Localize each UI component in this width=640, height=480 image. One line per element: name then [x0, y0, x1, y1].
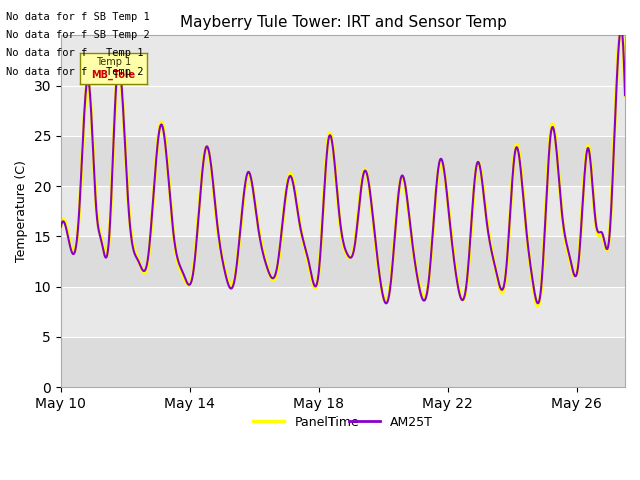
Line: PanelT: PanelT: [61, 26, 625, 306]
Line: AM25T: AM25T: [61, 28, 625, 303]
Bar: [61, 186, 625, 236]
PanelT: [467, 233, 474, 239]
AM25T: [382, 300, 390, 306]
PanelT: [534, 303, 541, 309]
PanelT: [617, 24, 625, 29]
Title: Mayberry Tule Tower: IRT and Sensor Temp: Mayberry Tule Tower: IRT and Sensor Temp: [179, 15, 506, 30]
AM25T: [57, 224, 65, 229]
AM25T: [576, 246, 584, 252]
X-axis label: Time: Time: [328, 416, 358, 429]
Text: Temp 1: Temp 1: [96, 57, 131, 67]
Text: MB_Tole: MB_Tole: [92, 70, 136, 80]
PanelT: [325, 132, 333, 138]
AM25T: [298, 234, 306, 240]
Bar: [61, 136, 625, 186]
PanelT: [57, 223, 65, 229]
AM25T: [617, 25, 625, 31]
Y-axis label: Temperature (C): Temperature (C): [15, 160, 28, 262]
Bar: [61, 85, 625, 136]
PanelT: [621, 93, 629, 98]
AM25T: [294, 210, 301, 216]
PanelT: [298, 234, 306, 240]
Bar: [61, 337, 625, 387]
PanelT: [294, 208, 301, 214]
AM25T: [621, 92, 629, 98]
Text: No data for f SB Temp 2: No data for f SB Temp 2: [6, 30, 150, 40]
Text: No data for f   Temp 2: No data for f Temp 2: [6, 67, 144, 77]
PanelT: [576, 244, 584, 250]
AM25T: [604, 245, 612, 251]
Bar: [61, 236, 625, 287]
Bar: [61, 287, 625, 337]
Text: No data for f   Temp 1: No data for f Temp 1: [6, 48, 144, 59]
AM25T: [467, 228, 475, 234]
AM25T: [325, 134, 333, 140]
Legend: PanelT, AM25T: PanelT, AM25T: [248, 410, 438, 433]
PanelT: [604, 245, 612, 251]
Text: No data for f SB Temp 1: No data for f SB Temp 1: [6, 12, 150, 22]
